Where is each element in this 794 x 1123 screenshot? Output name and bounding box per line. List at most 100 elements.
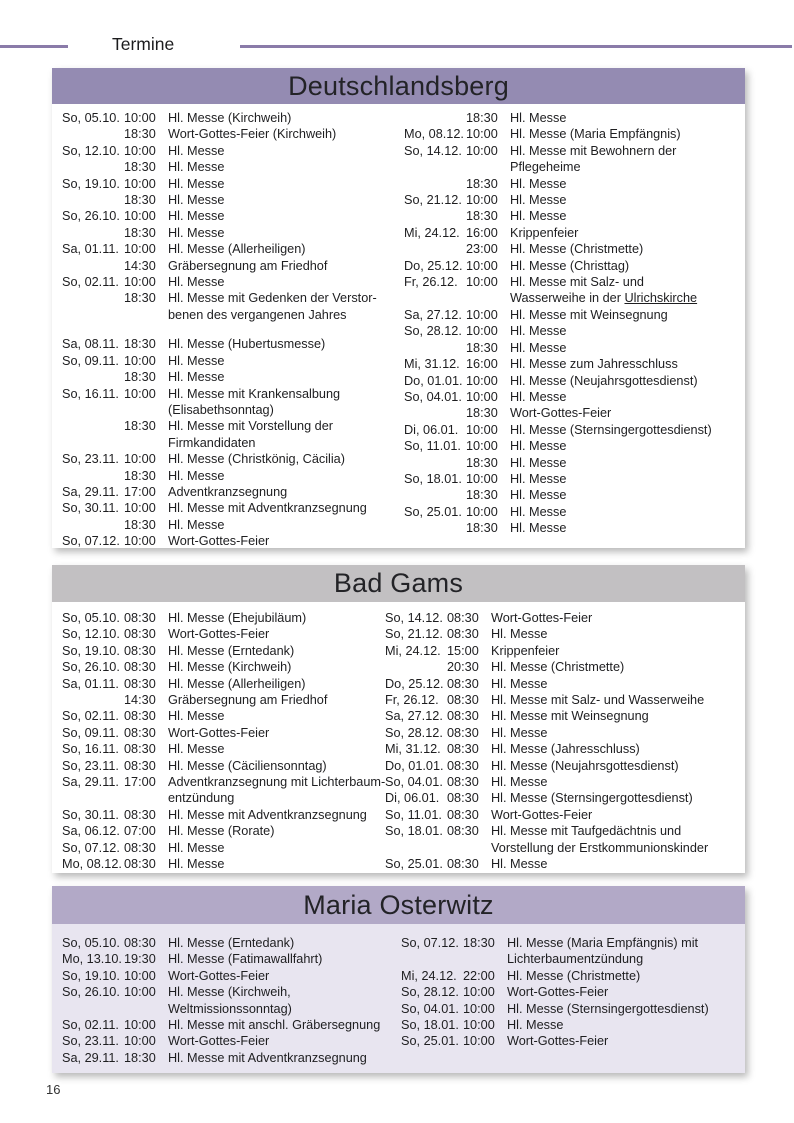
event-desc-line: Hl. Messe — [510, 439, 567, 454]
event-desc: Hl. Messe — [168, 741, 394, 757]
schedule-row: So, 02.11. 08:30 Hl. Messe — [62, 708, 394, 724]
event-desc: Hl. Messe — [168, 274, 394, 290]
schedule-row: So, 30.11. 08:30 Hl. Messe mit Adventkranz… — [62, 807, 394, 823]
event-desc-line: Hl. Messe — [168, 160, 225, 175]
event-desc-line: Wort-Gottes-Feier — [491, 611, 593, 625]
event-date: Do, 25.12. — [404, 258, 463, 273]
event-time: 10:00 — [466, 143, 498, 158]
event-time: 08:30 — [447, 693, 479, 708]
schedule-row: So, 28.12. 08:30 Hl. Messe — [385, 725, 737, 741]
schedule-row: Do, 01.01. 10:00 Hl. Messe (Neujahrsgottes… — [404, 373, 740, 389]
event-date — [385, 659, 447, 675]
schedule-row: 18:30 Hl. Messe — [404, 110, 740, 126]
event-desc: Hl. Messe (Christmette) — [507, 968, 741, 984]
event-desc-line: Hl. Messe mit Bewohnern der — [510, 143, 677, 158]
event-date — [404, 110, 466, 126]
event-desc-line: Hl. Messe mit Gedenken der Verstor- — [168, 291, 377, 306]
event-desc-line: Hl. Messe mit Weinsegnung — [491, 709, 649, 724]
event-desc: Adventkranzsegnung — [168, 484, 394, 500]
event-time: 18:30 — [124, 291, 156, 306]
event-desc: Wort-Gottes-Feier — [491, 807, 737, 823]
schedule-row: 18:30 Hl. Messe mit Gedenken der Verstor-… — [62, 290, 394, 323]
event-date: So, 11.01. — [385, 807, 442, 822]
event-desc: Hl. Messe — [510, 208, 740, 224]
schedule-row: So, 18.01. 10:00 Hl. Messe — [404, 471, 740, 487]
schedule-row: Mi, 24.12. 16:00 Krippenfeier — [404, 225, 740, 241]
event-time: 18:30 — [466, 406, 498, 421]
schedule-row: 18:30 Hl. Messe — [404, 208, 740, 224]
event-date — [404, 176, 466, 192]
event-time: 08:30 — [124, 857, 156, 872]
schedule-row: So, 11.01. 08:30 Wort-Gottes-Feier — [385, 807, 737, 823]
schedule-row: So, 25.01. 10:00 Wort-Gottes-Feier — [401, 1033, 741, 1049]
event-time: 17:00 — [124, 484, 156, 499]
schedule-row: 18:30 Hl. Messe — [62, 159, 394, 175]
event-date: Sa, 06.12. — [62, 824, 120, 839]
schedule-row: Sa, 29.11. 17:00 Adventkranzsegnung mit Li… — [62, 774, 394, 807]
event-time: 10:00 — [466, 258, 498, 273]
event-desc-line: Vorstellung der Erstkommunionskinder — [491, 840, 709, 855]
event-date: So, 19.10. — [62, 176, 120, 191]
event-desc-line: Pflegeheime — [510, 160, 581, 175]
event-desc-line: Gräbersegnung am Friedhof — [168, 693, 328, 708]
event-desc: Hl. Messe (Sternsingergottesdienst) — [507, 1001, 741, 1017]
event-desc-line: Firmkandidaten — [168, 435, 256, 450]
event-date: So, 09.11. — [62, 725, 119, 740]
event-desc-line: Wort-Gottes-Feier — [168, 725, 270, 740]
event-desc: Hl. Messe (Ehejubiläum) — [168, 610, 394, 626]
event-time: 18:30 — [466, 488, 498, 503]
event-desc: Hl. Messe (Kirchweih, Weltmissionssonntag… — [168, 984, 394, 1017]
event-desc-line: Hl. Messe mit Taufgedächtnis und — [491, 824, 682, 839]
event-desc: Hl. Messe mit Bewohnern der Pflegeheime — [510, 143, 740, 176]
event-time: 10:00 — [466, 324, 498, 339]
event-desc: Hl. Messe (Allerheiligen) — [168, 676, 394, 692]
event-desc-line: Hl. Messe (Fatimawallfahrt) — [168, 952, 323, 967]
event-date: So, 18.01. — [401, 1018, 459, 1033]
event-desc-line: Hl. Messe — [507, 1018, 564, 1033]
event-desc: Hl. Messe (Neujahrsgottesdienst) — [510, 373, 740, 389]
event-desc: Hl. Messe — [510, 389, 740, 405]
event-desc-line: Wort-Gottes-Feier — [510, 406, 612, 421]
event-desc: Krippenfeier — [510, 225, 740, 241]
event-desc-line: Hl. Messe (Christmette) — [491, 660, 625, 675]
event-desc: Hl. Messe zum Jahresschluss — [510, 356, 740, 372]
event-desc-line: Hl. Messe — [168, 742, 225, 757]
event-desc-line: Hl. Messe (Maria Empfängnis) — [510, 127, 681, 142]
page-heading: Termine — [112, 34, 175, 54]
underlined-church-name: Ulrichskirche — [624, 291, 698, 306]
schedule-row: So, 09.11. 10:00 Hl. Messe — [62, 353, 394, 369]
event-desc: Gräbersegnung am Friedhof — [168, 692, 394, 708]
schedule-row: So, 07.12. 18:30 Hl. Messe (Maria Empfängn… — [401, 935, 741, 968]
event-time: 18:30 — [124, 517, 156, 532]
event-date — [62, 468, 124, 484]
section-header-maria-osterwitz: Maria Osterwitz — [52, 886, 745, 924]
event-desc-line: Hl. Messe mit anschl. Gräbersegnung — [168, 1018, 381, 1033]
event-date: So, 04.01. — [404, 389, 462, 404]
event-date: So, 21.12. — [404, 193, 462, 208]
event-desc-line: Hl. Messe — [510, 176, 567, 191]
event-desc: Hl. Messe (Christmette) — [491, 659, 737, 675]
event-time: 08:30 — [447, 758, 479, 773]
event-desc-line: Gräbersegnung am Friedhof — [168, 258, 328, 273]
event-time: 10:00 — [124, 209, 156, 224]
section-body: So, 05.10. 10:00 Hl. Messe (Kirchweih) 18:3… — [52, 104, 745, 548]
schedule-row: 18:30 Hl. Messe — [62, 468, 394, 484]
event-time: 10:00 — [124, 242, 156, 257]
event-desc: Hl. Messe (Hubertusmesse) — [168, 336, 394, 352]
event-time: 10:00 — [466, 422, 498, 437]
event-desc-line: Hl. Messe mit Weinsegnung — [510, 307, 668, 322]
event-time: 10:00 — [466, 471, 498, 486]
event-desc-line: Wort-Gottes-Feier — [168, 968, 270, 983]
schedule-row: Fr, 26.12. 10:00 Hl. Messe mit Salz- und Wa… — [404, 274, 740, 307]
event-desc-line: Hl. Messe — [168, 143, 225, 158]
event-desc-line: Hl. Messe — [491, 725, 548, 740]
event-desc-line: Hl. Messe — [491, 857, 548, 872]
schedule-column-right: So, 07.12. 18:30 Hl. Messe (Maria Empfängn… — [401, 935, 741, 1050]
event-desc: Hl. Messe (Neujahrsgottesdienst) — [491, 758, 737, 774]
event-desc: Wort-Gottes-Feier — [168, 626, 394, 642]
event-desc-line: Hl. Messe — [510, 111, 567, 125]
event-time: 08:30 — [447, 627, 479, 642]
event-time: 18:30 — [124, 419, 156, 434]
event-date: Mi, 24.12. — [385, 643, 441, 658]
event-desc-line: Hl. Messe — [510, 324, 567, 339]
